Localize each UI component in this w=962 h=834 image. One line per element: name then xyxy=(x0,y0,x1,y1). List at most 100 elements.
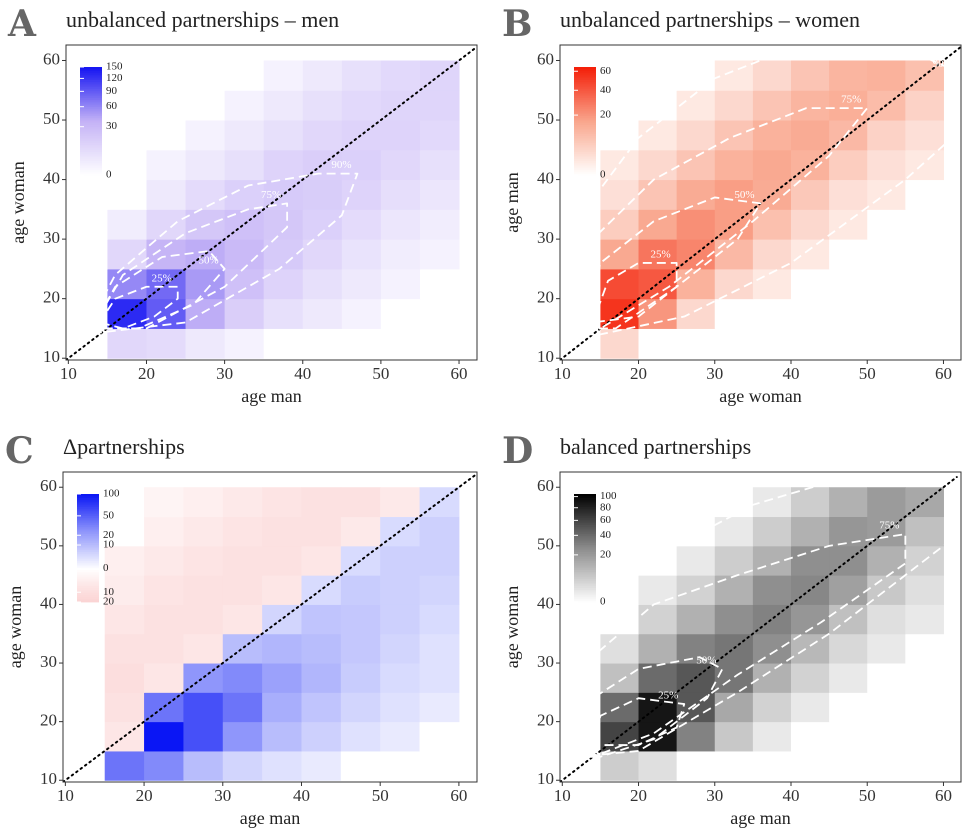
heat-cell xyxy=(183,545,224,576)
colorbar-step xyxy=(574,106,596,109)
heat-cell xyxy=(752,149,792,181)
heat-cell xyxy=(107,268,147,300)
colorbar-step xyxy=(574,506,596,509)
heat-cell xyxy=(676,545,716,576)
colorbar-step xyxy=(80,97,102,100)
heat-cell xyxy=(867,60,906,91)
colorbar-step xyxy=(77,573,99,576)
colorbar-step xyxy=(77,594,99,597)
colorbar-step xyxy=(574,124,596,127)
heat-cell xyxy=(419,721,460,752)
heat-cell xyxy=(340,721,381,752)
colorbar-step xyxy=(80,106,102,109)
colorbar-step xyxy=(574,144,596,147)
heat-cell xyxy=(600,149,640,181)
colorbar-step xyxy=(574,81,596,84)
colorbar-step xyxy=(77,504,99,507)
heat-cell xyxy=(65,633,106,664)
heat-cell xyxy=(419,209,460,240)
heat-cell xyxy=(600,692,640,723)
plot-area: 25% 50% 75% 90% xyxy=(560,472,961,782)
colorbar-step xyxy=(77,600,99,603)
heat-cell xyxy=(380,692,421,723)
colorbar-step xyxy=(80,72,102,75)
colorbar-step xyxy=(574,495,596,498)
heat-cell xyxy=(638,298,678,329)
heat-cell xyxy=(224,149,265,181)
colorbar-step xyxy=(574,513,596,516)
colorbar-label: 40 xyxy=(600,529,612,541)
colorbar-step xyxy=(80,77,102,80)
colorbar-step xyxy=(574,166,596,169)
colorbar-step xyxy=(574,137,596,140)
y-tick-label: 20 xyxy=(40,711,57,730)
colorbar-step xyxy=(574,540,596,543)
heat-cell xyxy=(263,120,304,151)
contour-label: 50% xyxy=(734,189,754,201)
colorbar-step xyxy=(574,133,596,136)
heat-cell xyxy=(714,750,754,781)
colorbar-step xyxy=(77,593,99,596)
heat-cell xyxy=(676,90,716,121)
colorbar-step xyxy=(574,77,596,80)
colorbar-step xyxy=(574,533,596,536)
colorbar-step xyxy=(574,585,596,588)
colorbar-step xyxy=(574,521,596,524)
colorbar-step xyxy=(574,553,596,556)
colorbar-label: 100 xyxy=(103,488,120,500)
colorbar-step xyxy=(80,137,102,140)
heat-cell xyxy=(790,120,830,151)
contour-label: 50% xyxy=(199,254,219,266)
heat-cell xyxy=(752,663,792,693)
colorbar-step xyxy=(574,155,596,158)
heat-cell xyxy=(144,575,184,605)
heat-cell xyxy=(638,750,678,781)
colorbar-step xyxy=(77,546,99,549)
colorbar-step xyxy=(80,140,102,143)
x-tick-label: 60 xyxy=(935,364,952,383)
heat-cell xyxy=(867,298,906,329)
heat-cell xyxy=(638,487,678,518)
heat-cell xyxy=(752,487,792,518)
colorbar-step xyxy=(80,76,102,79)
panel-title: unbalanced partnerships – men xyxy=(66,7,339,32)
colorbar-step xyxy=(574,510,596,513)
heat-cell xyxy=(905,179,944,210)
colorbar-step xyxy=(574,562,596,565)
heat-cell xyxy=(301,516,342,547)
contour xyxy=(584,196,762,330)
heat-cell xyxy=(600,120,640,151)
colorbar-step xyxy=(574,526,596,529)
heat-cell xyxy=(340,692,381,723)
heat-cell xyxy=(224,120,265,151)
colorbar-step xyxy=(574,148,596,151)
heat-cell xyxy=(262,721,302,752)
heat-cell xyxy=(222,663,263,693)
x-tick-label: 40 xyxy=(782,364,799,383)
heat-cell xyxy=(752,604,792,635)
heat-cell xyxy=(905,298,944,329)
heat-cell xyxy=(714,239,754,270)
heat-cell xyxy=(752,120,792,151)
colorbar-step xyxy=(77,557,99,560)
colorbar-step xyxy=(574,591,596,594)
heat-cell xyxy=(714,328,754,359)
heat-cell xyxy=(301,750,342,781)
y-tick-label: 10 xyxy=(537,769,554,788)
heat-cell xyxy=(104,516,145,547)
heat-cell xyxy=(340,604,381,635)
y-axis-label: age woman xyxy=(5,586,25,668)
colorbar-step xyxy=(574,139,596,142)
heat-cell xyxy=(222,633,263,664)
heat-cell xyxy=(752,209,792,240)
colorbar-label: 150 xyxy=(106,61,123,73)
colorbar-step xyxy=(80,171,102,174)
heat-cell xyxy=(867,328,906,359)
y-tick-label: 20 xyxy=(537,711,554,730)
colorbar-step xyxy=(574,580,596,583)
colorbar-step xyxy=(77,578,99,581)
colorbar-step xyxy=(574,578,596,581)
colorbar-step xyxy=(574,119,596,122)
colorbar-step xyxy=(574,497,596,500)
colorbar-step xyxy=(80,155,102,158)
